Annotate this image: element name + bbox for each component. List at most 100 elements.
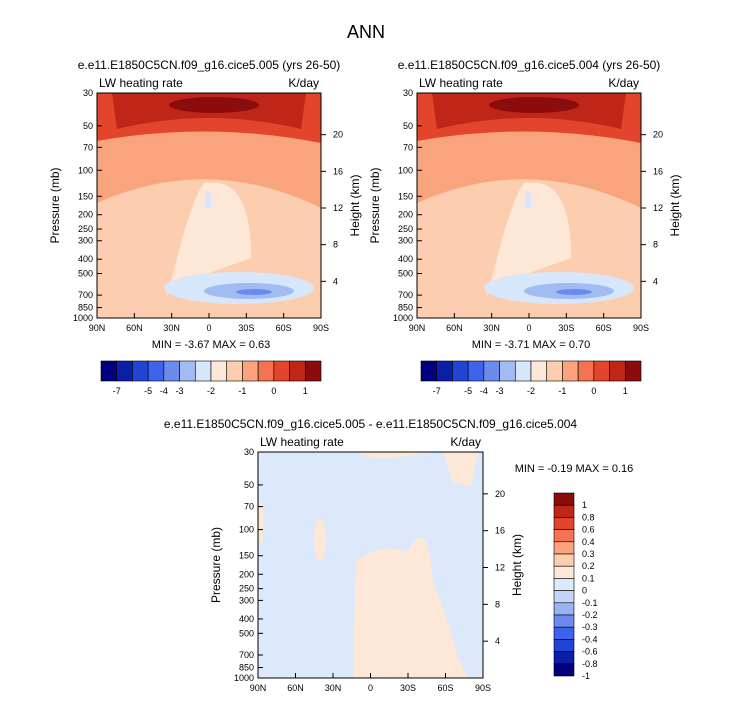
colorbar-label: -0.8 [582, 659, 598, 669]
y-tick-label: 1000 [393, 313, 413, 323]
y-tick-label: 70 [403, 142, 413, 152]
y-tick-label: 30 [83, 88, 93, 98]
colorbar-label: 0.2 [582, 561, 595, 571]
colorbar-label: -2 [527, 386, 535, 396]
x-tick-label: 60S [596, 323, 612, 333]
colorbar-swatch [553, 529, 575, 543]
y-tick-label: 30 [244, 447, 254, 457]
y-tick-label: 70 [244, 502, 254, 512]
colorbar-swatch [194, 360, 212, 382]
colorbar-label: -0.2 [582, 610, 598, 620]
y-tick-label: 50 [83, 121, 93, 131]
colorbar-swatch [514, 360, 532, 382]
colorbar-swatch [624, 360, 642, 382]
field-near-zero [487, 182, 571, 298]
y-tick-label: 200 [398, 210, 413, 220]
colorbar-swatch [132, 360, 149, 382]
colorbar-label: -5 [464, 386, 472, 396]
panel-left-label: LW heating rate [419, 76, 503, 90]
colorbar-label: -5 [144, 386, 152, 396]
colorbar-swatch [553, 626, 575, 640]
y-tick-label: 500 [78, 269, 93, 279]
y2-tick-label: 16 [495, 526, 505, 536]
y-tick-label: 200 [78, 210, 93, 220]
colorbar-swatch [420, 360, 438, 382]
y-tick-label: 850 [78, 303, 93, 313]
field-max-core [169, 97, 259, 113]
colorbar-swatch [553, 504, 575, 518]
y-tick-label: 200 [239, 569, 254, 579]
colorbar-swatch [593, 360, 610, 382]
panel-right-label: K/day [608, 76, 639, 90]
y-tick-label: 700 [78, 290, 93, 300]
colorbar-label: -0.6 [582, 647, 598, 657]
field-cooling-core [236, 289, 272, 295]
colorbar-label: 1 [303, 386, 308, 396]
panel-title: e.e11.E1850C5CN.f09_g16.cice5.005 (yrs 2… [78, 58, 341, 72]
colorbar-swatch [467, 360, 485, 382]
y-axis-label: Pressure (mb) [368, 167, 382, 243]
colorbar-label: 1 [623, 386, 628, 396]
colorbar-label: 0.8 [582, 512, 595, 522]
y-tick-label: 400 [78, 254, 93, 264]
x-tick-label: 30S [400, 683, 416, 693]
colorbar-label: -1 [582, 671, 590, 681]
x-tick-label: 90S [475, 683, 491, 693]
y-tick-label: 100 [239, 525, 254, 535]
field-max-core [489, 97, 579, 113]
colorbar-label: -0.3 [582, 622, 598, 632]
colorbar-swatch [553, 517, 575, 530]
colorbar-swatch [553, 590, 575, 604]
y-tick-label: 250 [239, 584, 254, 594]
colorbar-swatch [226, 360, 243, 382]
y-tick-label: 150 [78, 191, 93, 201]
y2-tick-label: 8 [333, 240, 338, 250]
x-tick-label: 60S [276, 323, 292, 333]
field-cooling-core [556, 289, 592, 295]
y-tick-label: 150 [398, 191, 413, 201]
min-max-label: MIN = -3.67 MAX = 0.63 [152, 339, 271, 351]
colorbar-swatch [436, 360, 453, 382]
colorbar-label: -1 [558, 386, 566, 396]
y-tick-label: 100 [78, 165, 93, 175]
x-tick-label: 60N [126, 323, 143, 333]
colorbar-swatch [147, 360, 165, 382]
y-tick-label: 300 [78, 236, 93, 246]
colorbar-swatch [546, 360, 563, 382]
y-tick-label: 700 [398, 290, 413, 300]
panel-left-label: LW heating rate [260, 435, 344, 449]
y-tick-label: 70 [83, 142, 93, 152]
y2-tick-label: 12 [653, 203, 663, 213]
colorbar-swatch [273, 360, 290, 382]
y2-tick-label: 20 [495, 489, 505, 499]
colorbar-swatch [257, 360, 275, 382]
y-tick-label: 700 [239, 650, 254, 660]
panel-right-label: K/day [288, 76, 319, 90]
colorbar-swatch [553, 553, 575, 567]
colorbar-label: 0.4 [582, 537, 595, 547]
y2-axis-label: Height (km) [510, 534, 524, 596]
x-tick-label: 60S [437, 683, 453, 693]
panel-title: e.e11.E1850C5CN.f09_g16.cice5.004 (yrs 2… [398, 58, 661, 72]
diff-warm-top [358, 452, 433, 458]
y-tick-label: 500 [239, 628, 254, 638]
y2-tick-label: 16 [333, 166, 343, 176]
figure-title: ANN [347, 22, 385, 42]
diff-warm-spot [314, 518, 326, 562]
colorbar-swatch [553, 565, 575, 579]
colorbar-label: -2 [207, 386, 215, 396]
colorbar-label: -3 [176, 386, 184, 396]
y-axis-label: Pressure (mb) [48, 167, 62, 243]
colorbar-label: 1 [582, 500, 587, 510]
colorbar-label: -1 [238, 386, 246, 396]
colorbar-label: -0.4 [582, 634, 598, 644]
y-tick-label: 1000 [234, 673, 254, 683]
x-tick-label: 0 [206, 323, 211, 333]
colorbar-swatch [577, 360, 595, 382]
field-cool-spot [205, 193, 211, 207]
y2-tick-label: 12 [495, 563, 505, 573]
y-tick-label: 150 [239, 551, 254, 561]
x-tick-label: 60N [446, 323, 463, 333]
y2-tick-label: 12 [333, 203, 343, 213]
x-tick-label: 30N [325, 683, 342, 693]
